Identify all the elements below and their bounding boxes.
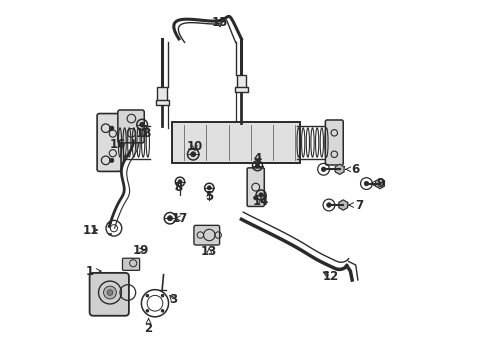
- Text: 1: 1: [86, 265, 101, 278]
- FancyBboxPatch shape: [156, 100, 169, 105]
- Polygon shape: [376, 179, 385, 189]
- Circle shape: [168, 216, 172, 221]
- Circle shape: [107, 290, 113, 296]
- Text: 13: 13: [201, 245, 218, 258]
- Text: 16: 16: [109, 138, 125, 151]
- Text: 18: 18: [136, 127, 152, 140]
- Circle shape: [191, 152, 196, 157]
- Circle shape: [161, 309, 164, 312]
- FancyBboxPatch shape: [325, 120, 343, 165]
- Text: 2: 2: [145, 319, 152, 335]
- Circle shape: [161, 294, 164, 297]
- FancyBboxPatch shape: [97, 113, 121, 171]
- Text: 7: 7: [349, 198, 364, 212]
- FancyBboxPatch shape: [90, 273, 129, 316]
- Circle shape: [255, 163, 260, 168]
- Circle shape: [259, 193, 263, 197]
- Text: 12: 12: [322, 270, 339, 283]
- Text: 6: 6: [346, 163, 360, 176]
- Text: 8: 8: [174, 181, 182, 194]
- FancyBboxPatch shape: [237, 75, 246, 89]
- Text: 10: 10: [187, 140, 203, 153]
- Circle shape: [321, 167, 326, 172]
- Circle shape: [103, 286, 117, 299]
- Text: 11: 11: [82, 224, 99, 237]
- Polygon shape: [335, 164, 344, 174]
- Circle shape: [253, 196, 258, 200]
- FancyBboxPatch shape: [122, 258, 140, 270]
- FancyBboxPatch shape: [235, 87, 248, 93]
- Text: 4: 4: [253, 152, 262, 165]
- Circle shape: [207, 186, 211, 190]
- FancyBboxPatch shape: [102, 121, 123, 164]
- Circle shape: [146, 309, 149, 312]
- Polygon shape: [339, 200, 348, 210]
- Circle shape: [327, 203, 331, 207]
- FancyBboxPatch shape: [118, 110, 144, 143]
- Text: 15: 15: [212, 16, 228, 29]
- FancyBboxPatch shape: [194, 225, 220, 245]
- Text: 9: 9: [370, 177, 385, 190]
- Circle shape: [110, 126, 114, 130]
- Text: 5: 5: [205, 190, 214, 203]
- Circle shape: [146, 294, 149, 297]
- Circle shape: [178, 180, 182, 184]
- Text: 14: 14: [253, 195, 270, 208]
- Text: 19: 19: [132, 244, 149, 257]
- Circle shape: [140, 122, 145, 127]
- FancyBboxPatch shape: [247, 168, 264, 206]
- Circle shape: [364, 181, 369, 186]
- Circle shape: [110, 158, 114, 162]
- FancyBboxPatch shape: [157, 87, 167, 102]
- FancyBboxPatch shape: [172, 122, 300, 163]
- Text: 3: 3: [170, 293, 177, 306]
- Text: 17: 17: [172, 212, 188, 225]
